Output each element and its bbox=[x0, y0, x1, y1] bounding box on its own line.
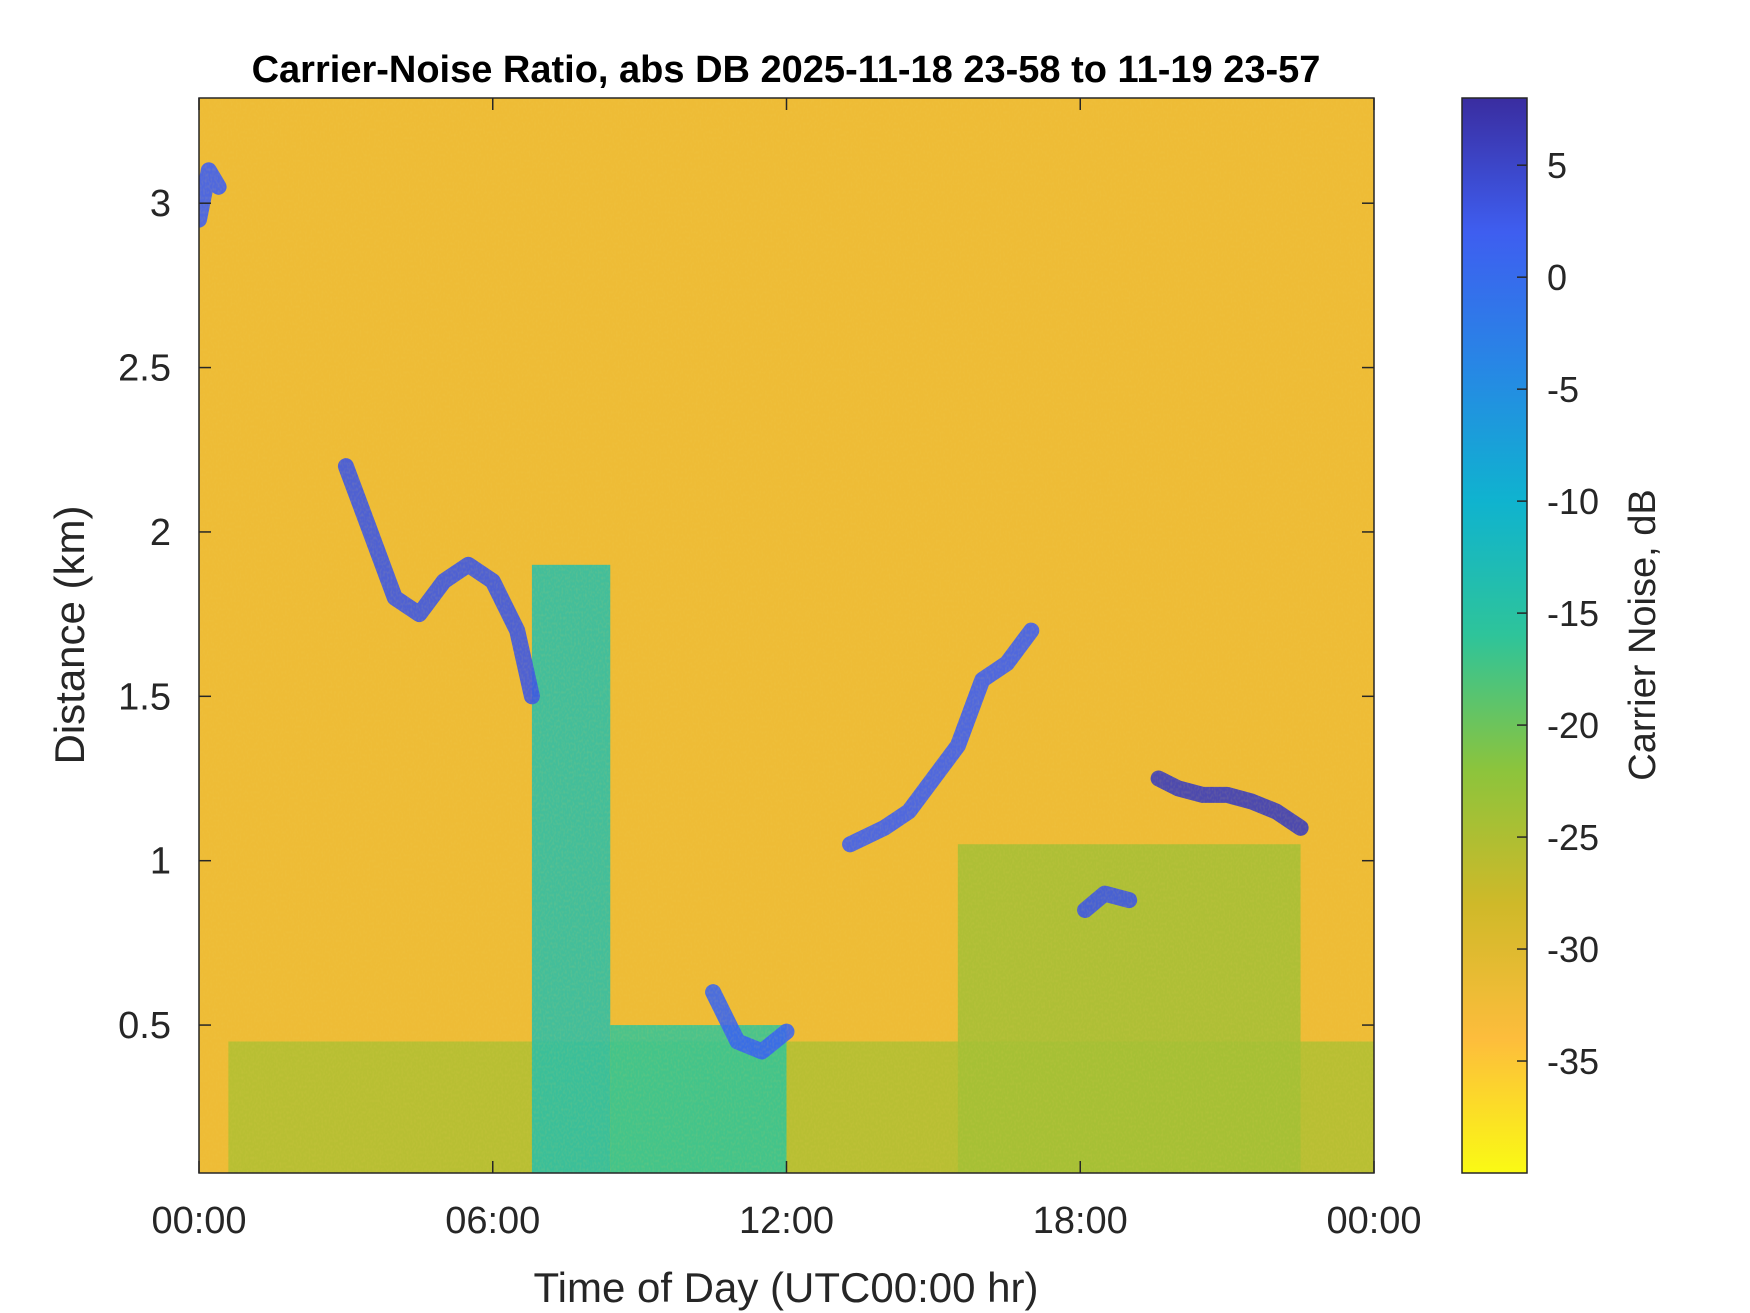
colorbar bbox=[1461, 97, 1528, 1174]
y-tick-label: 1 bbox=[150, 841, 171, 883]
y-tick-label: 0.5 bbox=[118, 1005, 171, 1047]
x-tick-label: 12:00 bbox=[739, 1200, 834, 1242]
chart-title: Carrier-Noise Ratio, abs DB 2025-11-18 2… bbox=[252, 49, 1321, 91]
y-tick-label: 2.5 bbox=[118, 348, 171, 390]
colorbar-tick-label: -35 bbox=[1547, 1041, 1599, 1082]
colorbar-tick-label: -30 bbox=[1547, 929, 1599, 970]
colorbar-tick-label: -20 bbox=[1547, 705, 1599, 746]
x-tick-label: 18:00 bbox=[1033, 1200, 1128, 1242]
x-tick-label: 06:00 bbox=[445, 1200, 540, 1242]
colorbar-tick-label: 0 bbox=[1547, 257, 1567, 298]
colorbar-label: Carrier Noise, dB bbox=[1622, 489, 1664, 780]
heatmap-grain bbox=[199, 98, 1374, 1173]
x-axis-label: Time of Day (UTC00:00 hr) bbox=[534, 1264, 1039, 1311]
x-axis: 00:00 06:00 12:00 18:00 00:00 bbox=[151, 98, 1422, 1242]
y-axis: 0.5 1 1.5 2 2.5 3 bbox=[118, 183, 1374, 1047]
colorbar-tick-label: -10 bbox=[1547, 481, 1599, 522]
heatmap-area bbox=[199, 98, 1374, 1173]
colorbar-tick-label: -5 bbox=[1547, 369, 1579, 410]
y-tick-label: 3 bbox=[150, 183, 171, 225]
y-tick-label: 2 bbox=[150, 512, 171, 554]
colorbar-tick-label: -15 bbox=[1547, 593, 1599, 634]
y-tick-label: 1.5 bbox=[118, 676, 171, 718]
colorbar-tick-label: 5 bbox=[1547, 145, 1567, 186]
x-tick-label: 00:00 bbox=[151, 1200, 246, 1242]
colorbar-ticks: 5 0 -5 -10 -15 -20 -25 -30 -35 bbox=[1517, 145, 1599, 1082]
colorbar-tick-label: -25 bbox=[1547, 817, 1599, 858]
x-tick-label: 00:00 bbox=[1326, 1200, 1421, 1242]
y-axis-label: Distance (km) bbox=[46, 505, 93, 764]
